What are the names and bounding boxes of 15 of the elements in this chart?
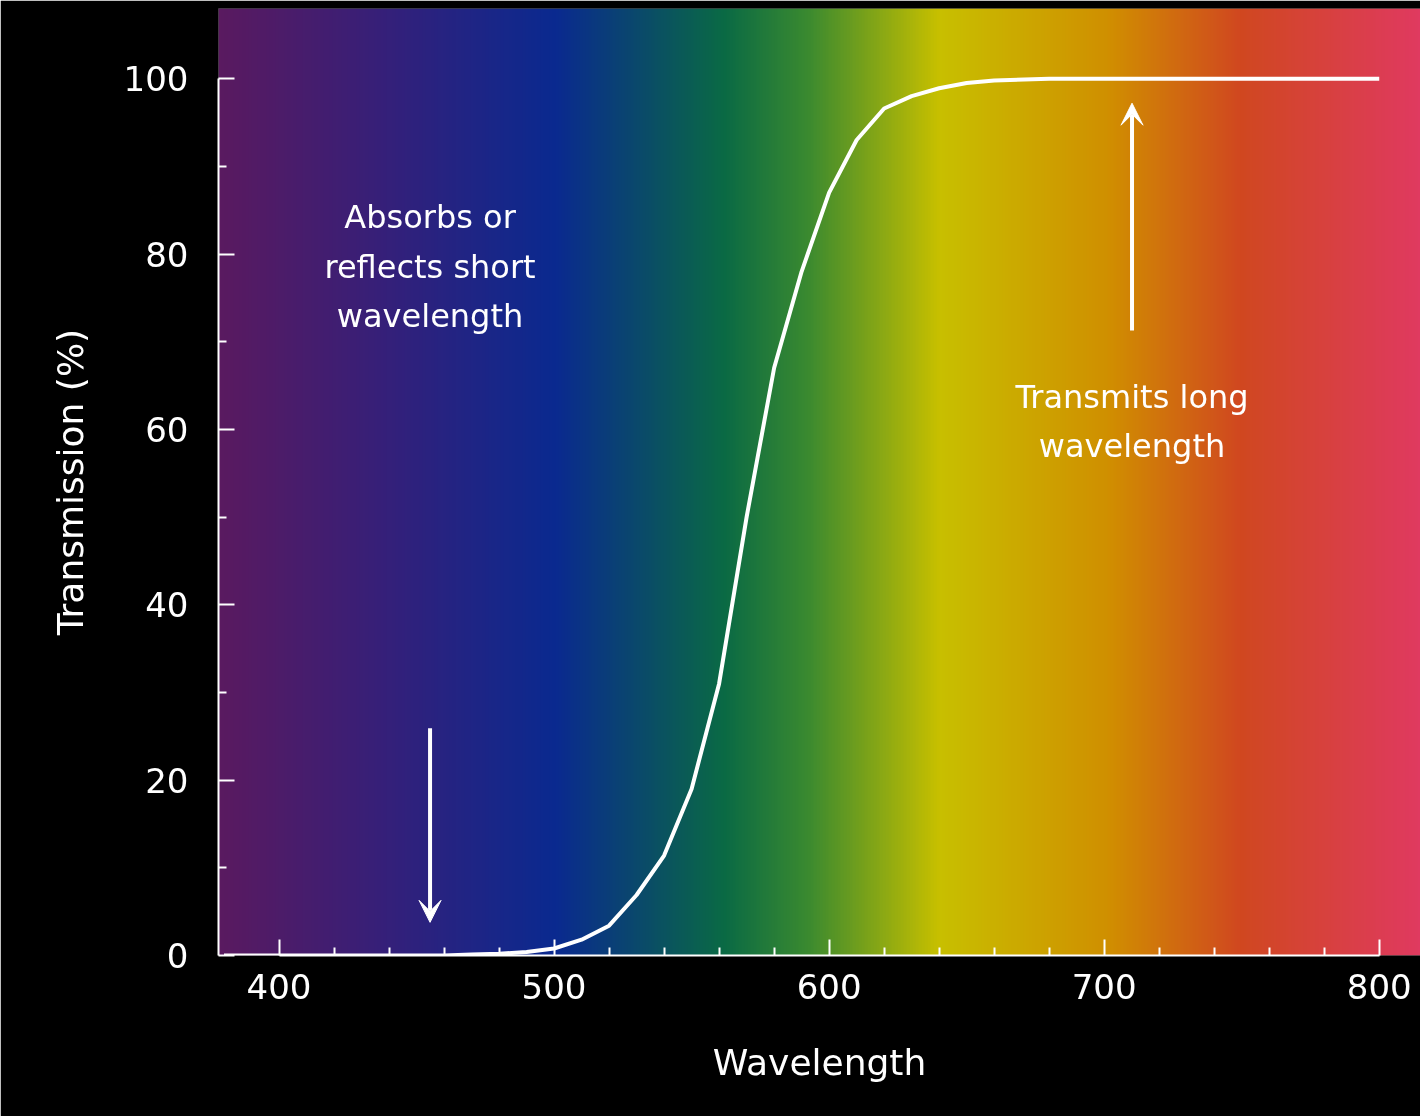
annotation: Transmits long wavelength: [1014, 377, 1249, 466]
y-tick-label: 100: [123, 59, 189, 100]
y-tick-label: 20: [145, 760, 189, 801]
x-tick-label: 800: [1346, 966, 1412, 1007]
annotation: Absorbs or reflects short wavelength: [324, 198, 536, 336]
x-axis-title: Wavelength: [712, 1041, 927, 1083]
x-tick-label: 500: [521, 966, 587, 1007]
x-tick-label: 400: [246, 966, 312, 1007]
y-tick-label: 80: [145, 234, 189, 275]
y-tick-label: 0: [166, 936, 189, 976]
x-tick-label: 700: [1071, 966, 1137, 1007]
y-axis-title: Transmission (%): [49, 328, 91, 637]
x-tick-label: 600: [796, 966, 862, 1007]
y-tick-label: 40: [145, 585, 189, 626]
y-tick-label: 60: [145, 409, 189, 450]
